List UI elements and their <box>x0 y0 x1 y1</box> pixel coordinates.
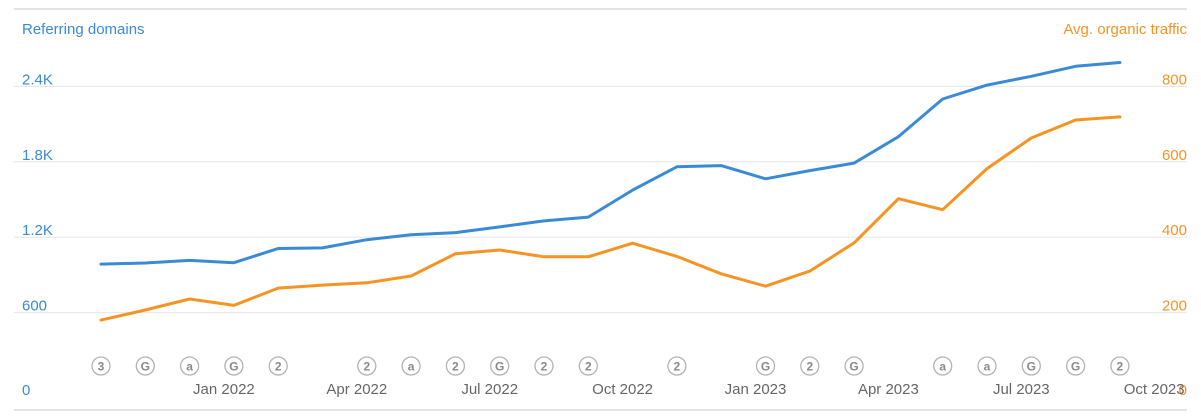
annotation-marker-circle <box>977 356 997 376</box>
annotation-marker-label: 2 <box>363 360 370 374</box>
right-axis-tick-label: 0 <box>1179 382 1187 399</box>
right-axis-tick-label: 600 <box>1162 147 1187 164</box>
annotation-marker-circle <box>1021 356 1041 376</box>
annotation-marker-label: a <box>408 360 415 374</box>
annotation-marker-label: G <box>141 360 150 374</box>
left-axis-tick-label: 1.8K <box>22 147 53 164</box>
annotation-marker-circle <box>357 356 377 376</box>
annotation-marker-circle <box>534 356 554 376</box>
annotation-marker-label: G <box>849 360 858 374</box>
annotation-marker-label: G <box>495 360 504 374</box>
x-axis-tick-label: Oct 2022 <box>592 381 653 398</box>
annotation-marker-label: G <box>1071 360 1080 374</box>
annotation-marker-circle <box>844 356 864 376</box>
annotation-marker-label: G <box>1027 360 1036 374</box>
annotation-marker-label: 2 <box>541 360 548 374</box>
annotation-marker-circle <box>667 356 687 376</box>
x-axis-tick-label: Jan 2022 <box>193 381 255 398</box>
annotation-marker-label: 2 <box>275 360 282 374</box>
annotation-marker-circle <box>800 356 820 376</box>
annotation-marker-circle <box>933 356 953 376</box>
x-axis-tick-label: Apr 2023 <box>858 381 919 398</box>
x-axis-tick-label: Jul 2022 <box>461 381 518 398</box>
annotation-marker-label: 2 <box>452 360 459 374</box>
annotation-marker-circle <box>445 356 466 376</box>
annotation-marker-circle <box>268 356 288 376</box>
left-axis-tick-label: 2.4K <box>22 71 53 88</box>
referring-domains-line <box>99 61 1122 266</box>
annotation-marker-circle <box>1110 356 1130 376</box>
left-axis-tick-label: 0 <box>22 382 30 399</box>
annotation-marker-label: a <box>186 360 193 374</box>
x-axis-tick-label: Jul 2023 <box>993 381 1050 398</box>
annotation-marker-label: 2 <box>674 360 681 374</box>
annotation-marker-circle <box>135 356 155 376</box>
annotation-marker-circle <box>91 356 111 376</box>
annotation-marker-label: a <box>939 360 946 374</box>
annotation-marker-label: G <box>761 360 770 374</box>
annotation-marker-label: 2 <box>585 360 592 374</box>
right-axis-tick-label: 400 <box>1162 222 1187 239</box>
x-axis-tick-label: Oct 2023 <box>1124 381 1185 398</box>
annotation-marker-circle <box>578 356 598 376</box>
left-axis-tick-label: 600 <box>22 298 47 315</box>
x-axis-tick-label: Apr 2022 <box>326 381 387 398</box>
annotation-marker-circle <box>224 356 244 376</box>
left-axis-title: Referring domains <box>22 21 145 38</box>
annotation-marker-label: 3 <box>98 360 105 374</box>
annotation-marker-circle <box>401 356 421 376</box>
annotation-marker-label: a <box>984 360 991 374</box>
organic-traffic-line <box>99 115 1122 322</box>
left-axis-tick-label: 1.2K <box>22 222 53 239</box>
x-axis-tick-label: Jan 2023 <box>725 381 787 398</box>
annotation-marker-label: 2 <box>806 360 813 374</box>
annotation-marker-circle <box>1065 356 1086 376</box>
annotation-marker-circle <box>490 356 510 376</box>
annotation-marker-label: G <box>229 360 238 374</box>
annotation-marker-circle <box>179 356 200 376</box>
annotation-marker-circle <box>755 356 776 376</box>
right-axis-tick-label: 200 <box>1162 298 1187 315</box>
annotation-marker-label: 2 <box>1117 360 1124 374</box>
right-axis-title: Avg. organic traffic <box>1063 21 1187 38</box>
right-axis-tick-label: 800 <box>1162 71 1187 88</box>
